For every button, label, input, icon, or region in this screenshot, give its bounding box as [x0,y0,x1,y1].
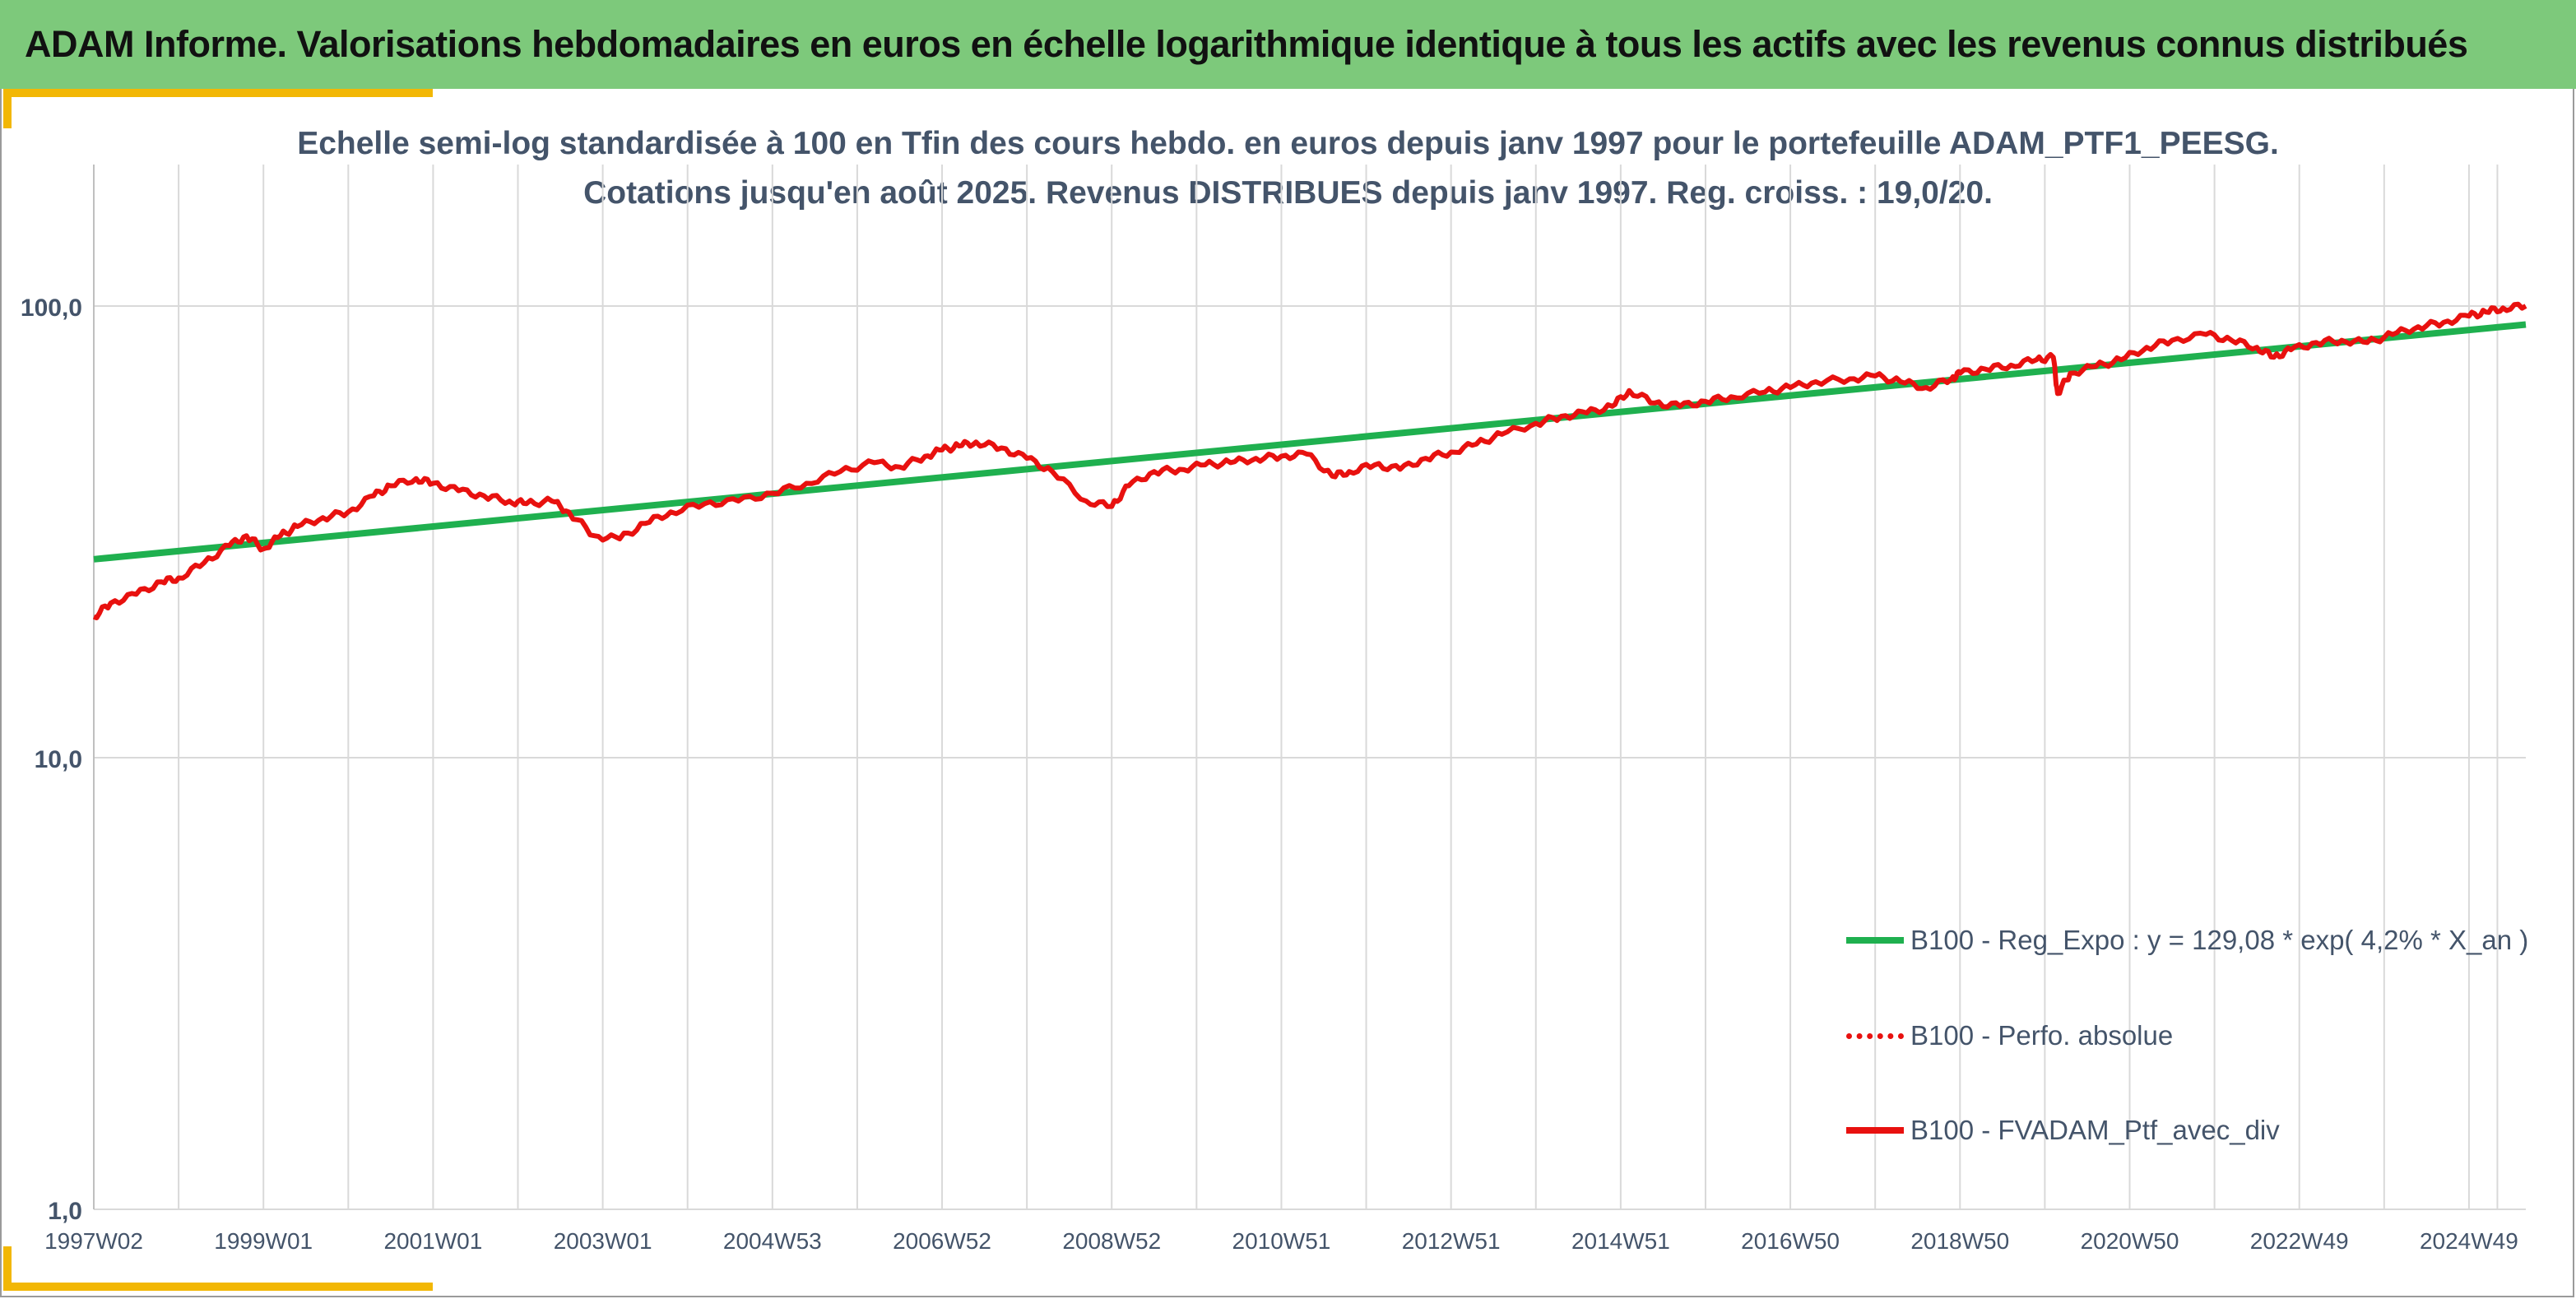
y-tick-label: 10,0 [35,746,82,773]
legend-label-portfolio: B100 - FVADAM_Ptf_avec_div [1910,1115,2280,1145]
x-tick-label: 2003W01 [554,1228,652,1254]
x-tick-label: 2010W51 [1232,1228,1331,1254]
legend-swatch-portfolio [1846,1127,1904,1134]
x-tick-label: 1999W01 [214,1228,313,1254]
x-tick-label: 2020W50 [2081,1228,2179,1254]
grid-layer [93,165,2526,1210]
legend-swatch-perfo-absolue [1846,1032,1904,1039]
legend-swatch-regression [1846,937,1904,944]
x-tick-label: 2024W49 [2420,1228,2518,1254]
chart-title: Echelle semi-log standardisée à 100 en T… [297,126,2279,161]
legend-item-regression: B100 - Reg_Expo : y = 129,08 * exp( 4,2%… [1846,920,2528,961]
portfolio-line [93,301,2527,620]
corner-accent-bottom-bar [3,1283,433,1291]
x-tick-label: 2022W49 [2250,1228,2349,1254]
x-tick-label: 2018W50 [1910,1228,2009,1254]
banner-title: ADAM Informe. Valorisations hebdomadaire… [25,23,2468,65]
x-tick-label: 2006W52 [893,1228,991,1254]
series-layer [93,301,2527,620]
x-tick-label: 2001W01 [383,1228,482,1254]
chart-subtitle: Cotations jusqu'en août 2025. Revenus DI… [583,175,1993,211]
corner-accent-top-side [3,89,12,128]
corner-accent-top-bar [3,89,433,97]
regression-line [93,321,2527,563]
x-tick-label: 1997W02 [44,1228,143,1254]
y-tick-label: 100,0 [21,295,82,322]
legend-item-portfolio: B100 - FVADAM_Ptf_avec_div [1846,1110,2280,1151]
corner-accent-bottom-side [3,1246,12,1291]
y-tick-label: 1,0 [48,1198,82,1225]
x-tick-label: 2004W53 [723,1228,822,1254]
chart-frame [0,89,2574,1297]
x-tick-label: 2014W51 [1571,1228,1670,1254]
x-tick-label: 2008W52 [1062,1228,1161,1254]
legend-label-perfo-absolue: B100 - Perfo. absolue [1910,1020,2174,1051]
x-tick-label: 2012W51 [1402,1228,1501,1254]
axis-layer: 1,0 10,0 100,0 1997W02 1999W01 2001W01 2003W01… [21,165,2518,1254]
legend-label-regression: B100 - Reg_Expo : y = 129,08 * exp( 4,2%… [1910,925,2529,955]
x-tick-label: 2016W50 [1741,1228,1840,1254]
chart-title-block: Echelle semi-log standardisée à 100 en T… [0,119,2576,218]
legend-item-perfo-absolue: B100 - Perfo. absolue [1846,1015,2173,1056]
header-banner: ADAM Informe. Valorisations hebdomadaire… [0,0,2576,89]
